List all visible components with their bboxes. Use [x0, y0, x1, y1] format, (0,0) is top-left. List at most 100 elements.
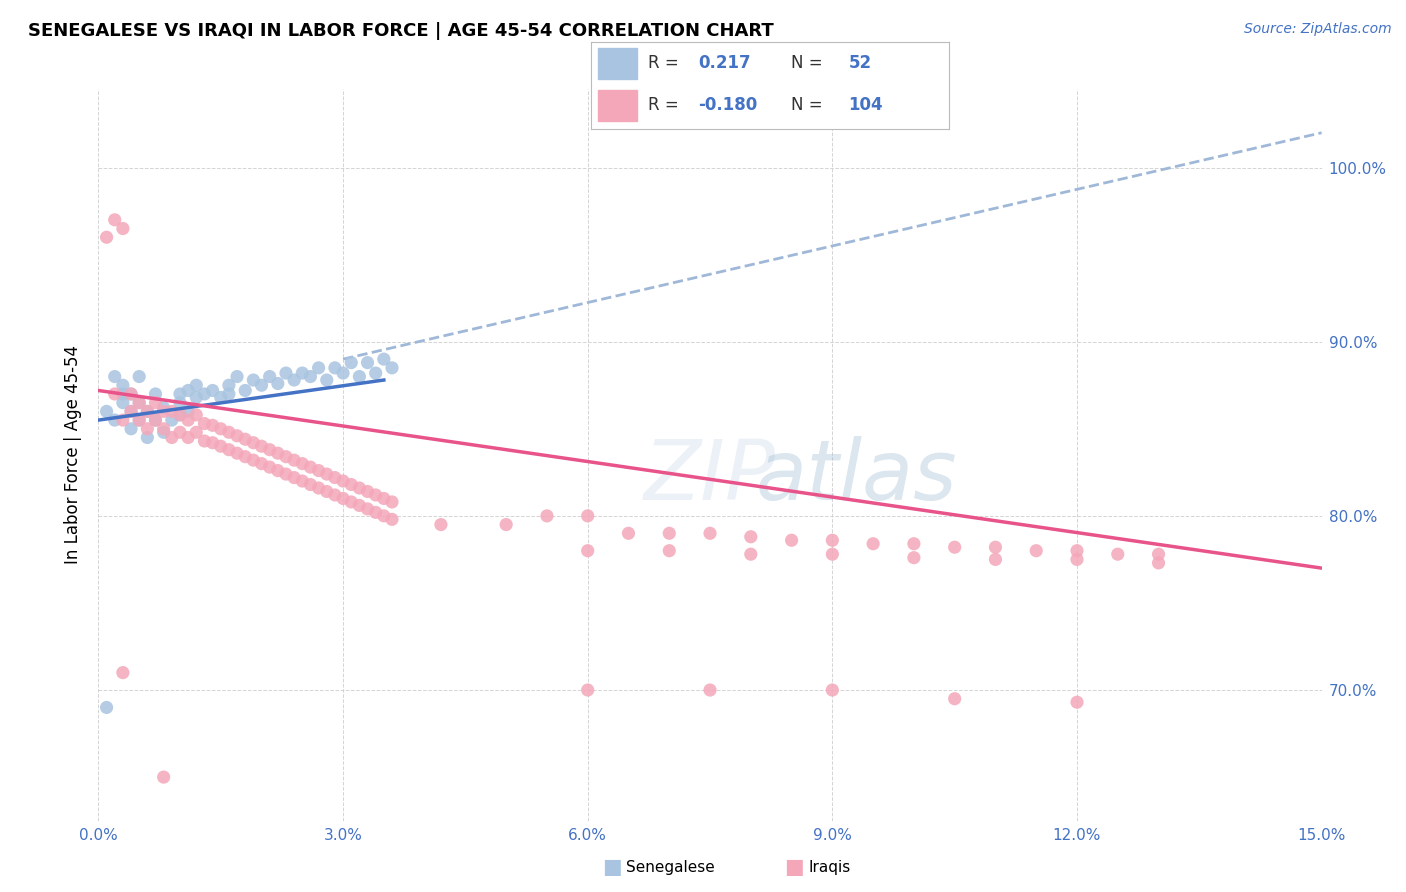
- Point: [299, 460, 322, 475]
- Point: [291, 474, 314, 488]
- Point: [193, 434, 215, 448]
- Point: [332, 474, 354, 488]
- Point: [283, 373, 305, 387]
- Point: [332, 491, 354, 506]
- Point: [943, 691, 966, 706]
- Point: [120, 387, 142, 401]
- Text: ■: ■: [785, 857, 804, 877]
- Point: [226, 369, 249, 384]
- Text: R =: R =: [648, 54, 679, 72]
- Point: [381, 360, 404, 375]
- Point: [259, 442, 281, 457]
- Point: [169, 387, 191, 401]
- Point: [111, 378, 134, 392]
- Point: [536, 508, 558, 523]
- Point: [308, 360, 330, 375]
- Point: [576, 508, 599, 523]
- Point: [274, 366, 297, 380]
- Point: [226, 446, 249, 460]
- Point: [323, 360, 346, 375]
- Point: [201, 435, 224, 450]
- Text: Senegalese: Senegalese: [626, 860, 714, 874]
- Point: [1066, 543, 1088, 558]
- Point: [201, 418, 224, 433]
- Point: [104, 413, 127, 427]
- Point: [218, 378, 240, 392]
- Point: [821, 547, 844, 561]
- Point: [233, 432, 256, 446]
- Text: 52: 52: [849, 54, 872, 72]
- Point: [242, 373, 264, 387]
- Text: N =: N =: [792, 95, 823, 114]
- Point: [250, 378, 273, 392]
- Text: SENEGALESE VS IRAQI IN LABOR FORCE | AGE 45-54 CORRELATION CHART: SENEGALESE VS IRAQI IN LABOR FORCE | AGE…: [28, 22, 773, 40]
- Point: [1147, 556, 1170, 570]
- Point: [340, 356, 363, 370]
- Point: [136, 404, 159, 418]
- Point: [233, 450, 256, 464]
- Point: [152, 770, 174, 784]
- Point: [242, 435, 264, 450]
- Point: [332, 366, 354, 380]
- Point: [120, 404, 142, 418]
- Point: [576, 543, 599, 558]
- Point: [233, 384, 256, 398]
- Point: [177, 404, 200, 418]
- Point: [381, 512, 404, 526]
- Point: [356, 484, 378, 499]
- Point: [242, 453, 264, 467]
- Point: [315, 467, 337, 481]
- Point: [308, 481, 330, 495]
- Point: [364, 488, 387, 502]
- Point: [364, 366, 387, 380]
- Point: [169, 425, 191, 440]
- Point: [250, 439, 273, 453]
- Point: [120, 404, 142, 418]
- Point: [658, 543, 681, 558]
- Point: [315, 484, 337, 499]
- Point: [903, 537, 925, 551]
- Point: [259, 460, 281, 475]
- Point: [201, 384, 224, 398]
- Point: [145, 395, 167, 409]
- Bar: [598, 48, 637, 78]
- Point: [209, 422, 232, 436]
- Point: [299, 477, 322, 491]
- Point: [111, 387, 134, 401]
- Point: [1025, 543, 1047, 558]
- Point: [274, 450, 297, 464]
- Point: [291, 457, 314, 471]
- Point: [349, 481, 371, 495]
- Point: [340, 477, 363, 491]
- Point: [218, 387, 240, 401]
- Point: [128, 413, 150, 427]
- Text: ZIP: ZIP: [644, 436, 776, 517]
- Point: [740, 547, 762, 561]
- Point: [373, 491, 395, 506]
- Point: [104, 369, 127, 384]
- Point: [250, 457, 273, 471]
- Point: [658, 526, 681, 541]
- Point: [1066, 552, 1088, 566]
- Point: [699, 683, 721, 698]
- Point: [699, 526, 721, 541]
- Point: [780, 533, 803, 548]
- Point: [169, 408, 191, 422]
- Point: [430, 517, 453, 532]
- Point: [283, 470, 305, 484]
- Point: [160, 430, 183, 444]
- Point: [218, 442, 240, 457]
- Point: [152, 425, 174, 440]
- Bar: [598, 90, 637, 120]
- Point: [209, 439, 232, 453]
- Point: [136, 404, 159, 418]
- Point: [821, 533, 844, 548]
- Point: [145, 413, 167, 427]
- Point: [177, 384, 200, 398]
- Point: [291, 366, 314, 380]
- Point: [267, 446, 290, 460]
- Point: [267, 464, 290, 478]
- Point: [96, 700, 118, 714]
- Text: R =: R =: [648, 95, 679, 114]
- Point: [128, 395, 150, 409]
